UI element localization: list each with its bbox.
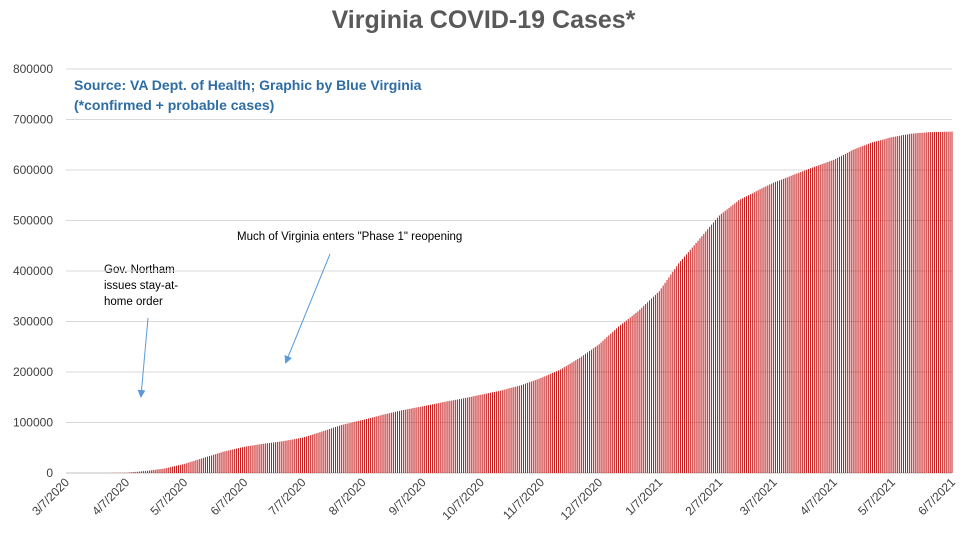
x-tick-label: 10/7/2020 (439, 475, 487, 523)
y-tick-label: 700000 (13, 113, 53, 127)
y-tick-label: 0 (46, 466, 53, 480)
x-tick-label: 5/7/2021 (855, 475, 898, 518)
x-tick-label: 8/7/2020 (326, 475, 369, 518)
y-tick-label: 800000 (13, 62, 53, 76)
x-tick-label: 12/7/2020 (558, 475, 606, 523)
y-tick-label: 200000 (13, 365, 53, 379)
x-tick-label: 4/7/2021 (797, 475, 840, 518)
x-tick-label: 2/7/2021 (683, 475, 726, 518)
x-tick-label: 5/7/2020 (147, 475, 190, 518)
y-tick-label: 300000 (13, 315, 53, 329)
x-tick-label: 11/7/2020 (500, 475, 547, 522)
x-tick-label: 6/7/2021 (915, 475, 958, 518)
x-tick-label: 4/7/2020 (89, 475, 132, 518)
y-tick-label: 500000 (13, 214, 53, 228)
x-tick-label: 6/7/2020 (208, 475, 251, 518)
x-tick-label: 1/7/2021 (622, 475, 665, 518)
stay-at-home-arrow (141, 318, 148, 396)
x-tick-label: 3/7/2021 (737, 475, 780, 518)
y-tick-label: 400000 (13, 264, 53, 278)
y-tick-label: 600000 (13, 163, 53, 177)
phase1-arrow (286, 254, 330, 362)
x-tick-label: 9/7/2020 (386, 475, 429, 518)
x-tick-label: 7/7/2020 (266, 475, 309, 518)
y-tick-label: 100000 (13, 416, 53, 430)
x-tick-label: 3/7/2020 (29, 475, 72, 518)
